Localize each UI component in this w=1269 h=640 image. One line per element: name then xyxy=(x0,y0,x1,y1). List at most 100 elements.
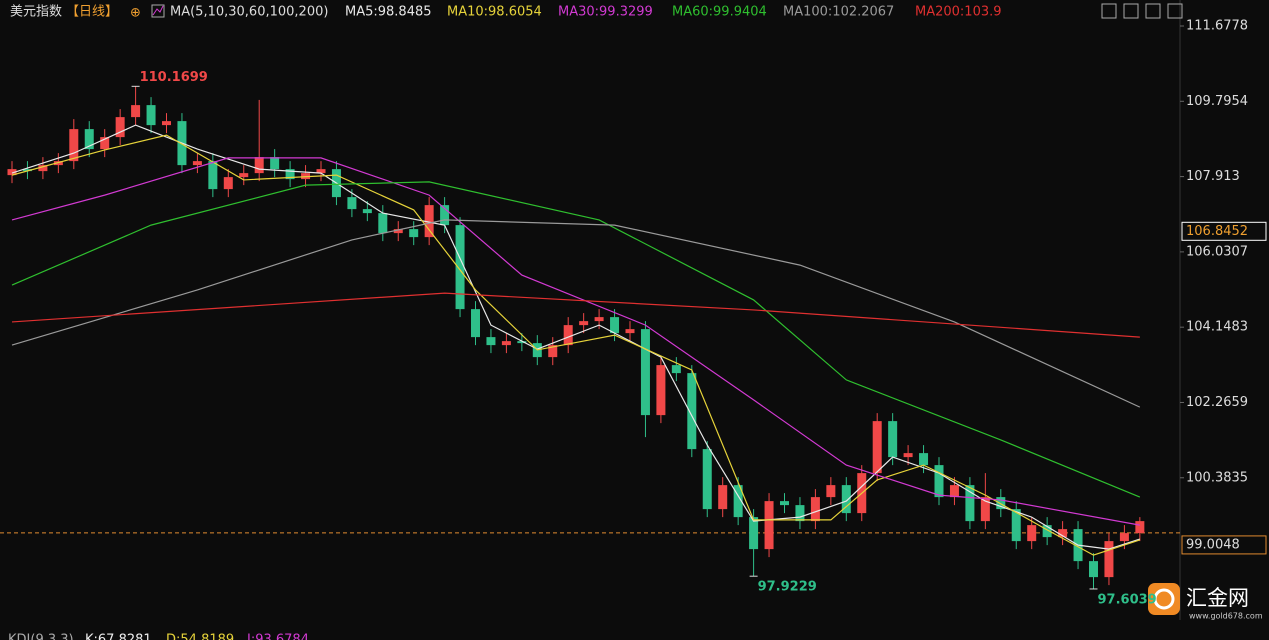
candle-body xyxy=(254,157,264,174)
candle-body xyxy=(872,421,882,474)
candle-body xyxy=(285,169,295,180)
candle-body xyxy=(162,121,171,126)
legend-entry: MA5:98.8485 xyxy=(345,5,432,20)
candle-body xyxy=(393,229,403,234)
legend-entry: MA10:98.6054 xyxy=(447,5,542,20)
price-label: 106.8452 xyxy=(1186,224,1248,239)
candle-body xyxy=(702,449,712,510)
candle-body xyxy=(7,169,17,176)
candle-body xyxy=(501,341,511,346)
toolbar-button[interactable] xyxy=(1145,3,1161,19)
candle-body xyxy=(965,485,975,522)
candle-body xyxy=(146,105,156,126)
candle-body xyxy=(223,177,233,190)
y-tick-label: 104.1483 xyxy=(1186,320,1248,335)
indicator-icon[interactable] xyxy=(151,4,165,18)
candle-body xyxy=(84,129,94,150)
ma-line xyxy=(11,124,1141,550)
candle-body xyxy=(594,317,604,322)
candle-body xyxy=(810,497,820,522)
toolbar-button[interactable] xyxy=(1101,3,1117,19)
kdj-label: D:54.8189 xyxy=(166,633,234,640)
candle-body xyxy=(347,197,357,210)
kdj-label: KDJ(9,3,3) xyxy=(8,633,74,640)
legend-entry: MA100:102.2067 xyxy=(783,5,894,20)
y-tick-label: 111.6778 xyxy=(1186,19,1248,34)
candle-body xyxy=(996,497,1006,510)
annotation: 110.1699 xyxy=(140,70,208,85)
candle-body xyxy=(548,345,558,358)
candle-body xyxy=(888,421,898,458)
candle-body xyxy=(471,309,480,338)
candle-body xyxy=(949,485,959,498)
toolbar-button[interactable] xyxy=(1123,3,1139,19)
candle-body xyxy=(1011,509,1021,542)
ma-line xyxy=(11,134,1141,556)
candle-body xyxy=(579,321,589,326)
candle-body xyxy=(1119,533,1129,542)
candle-body xyxy=(1135,521,1145,534)
candle-body xyxy=(826,485,836,498)
legend-entry: MA200:103.9 xyxy=(915,5,1002,20)
kdj-label: K:67.8281 xyxy=(85,633,152,640)
candle-body xyxy=(270,157,280,170)
candle-body xyxy=(980,497,990,522)
indicator-label[interactable]: MA(5,10,30,60,100,200) xyxy=(170,5,328,20)
candle-body xyxy=(795,505,805,522)
candle-body xyxy=(625,329,635,334)
candle-body xyxy=(424,205,434,238)
candle-body xyxy=(1042,525,1052,538)
watermark-name: 汇金网 xyxy=(1186,586,1249,610)
candle-body xyxy=(764,501,774,550)
candle-body xyxy=(192,161,202,166)
candle-body xyxy=(919,453,929,466)
indicator-icon-line xyxy=(152,5,164,16)
candle-body xyxy=(409,229,419,238)
toolbar-button[interactable] xyxy=(1167,3,1183,19)
candle-body xyxy=(22,169,32,172)
candle-body xyxy=(239,173,249,178)
candle-body xyxy=(208,161,218,190)
candle-body xyxy=(610,317,620,334)
add-icon[interactable]: ⊕ xyxy=(130,6,141,21)
chart-title: 美元指数 xyxy=(10,5,62,20)
candle-body xyxy=(640,329,650,416)
candle-body xyxy=(934,465,944,498)
candle-body xyxy=(115,117,125,138)
candle-body xyxy=(69,129,79,162)
candle-body xyxy=(780,501,789,506)
candle-body xyxy=(1058,529,1068,538)
ma-line xyxy=(11,292,1140,338)
candle-body xyxy=(378,213,388,234)
candle-body xyxy=(1089,561,1098,578)
candle-body xyxy=(1104,541,1114,578)
candle-body xyxy=(1027,525,1037,542)
candle-body xyxy=(362,209,372,214)
annotation: 97.6039 xyxy=(1098,592,1157,607)
candle-body xyxy=(733,485,743,518)
y-tick-label: 102.2659 xyxy=(1186,395,1248,410)
price-label-box xyxy=(1181,535,1267,555)
candle-body xyxy=(316,169,326,174)
y-tick-label: 106.0307 xyxy=(1186,244,1248,259)
candle-body xyxy=(903,453,913,458)
candle-body xyxy=(656,365,666,416)
candle-body xyxy=(517,341,527,344)
candle-body xyxy=(841,485,851,514)
candle-body xyxy=(687,373,697,450)
candle-body xyxy=(100,137,110,150)
toolbar xyxy=(1101,3,1183,19)
period-label[interactable]: 【日线】 xyxy=(66,5,118,20)
logo-mark xyxy=(1153,588,1175,610)
candle-body xyxy=(749,517,759,550)
price-label-box xyxy=(1181,221,1267,241)
y-tick-label: 100.3835 xyxy=(1186,470,1248,485)
candle-body xyxy=(563,325,573,346)
annotation: 97.9229 xyxy=(758,580,817,595)
candle-body xyxy=(718,485,728,510)
candle-body xyxy=(486,337,496,346)
candle-body xyxy=(131,105,141,118)
candle-body xyxy=(440,205,450,226)
